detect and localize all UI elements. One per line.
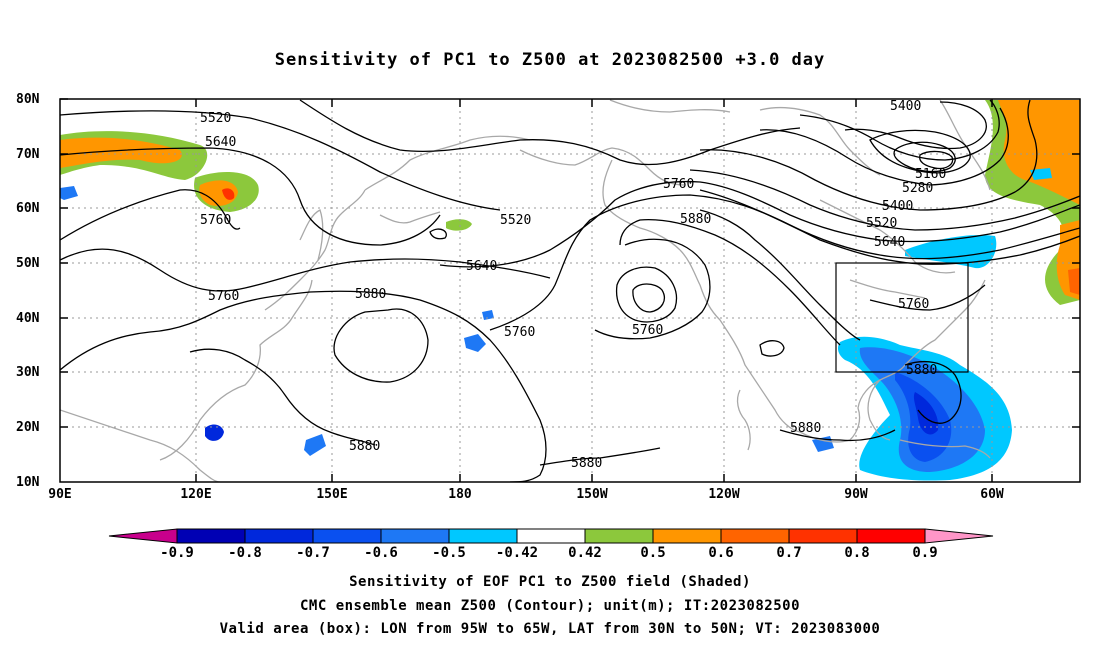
colorbar-cell <box>788 528 858 544</box>
colorbar-label: -0.42 <box>495 545 539 561</box>
lat-label: 80N <box>16 92 40 107</box>
shade-ne-cyan-patch <box>1030 168 1052 180</box>
lat-label: 10N <box>16 475 40 490</box>
shade-atlantic-blue-deep <box>913 392 939 435</box>
lat-label: 20N <box>16 420 40 435</box>
contour-label: 5520 <box>500 213 531 228</box>
contour-label: 5400 <box>882 199 913 214</box>
colorbar-label: 0.42 <box>568 545 602 561</box>
colorbar-label: 0.7 <box>776 545 802 561</box>
tick-marks <box>60 98 1080 482</box>
colorbar-cell <box>312 528 382 544</box>
sensitivity-shading <box>60 100 1080 481</box>
contour-label: 5520 <box>200 111 231 126</box>
colorbar-label: 0.9 <box>912 545 938 561</box>
contour-label: 5880 <box>906 363 937 378</box>
contour-label: 5880 <box>790 421 821 436</box>
contour-label: 5400 <box>890 99 921 114</box>
shade-pacific-cyan2 <box>482 310 494 320</box>
colorbar-label: -0.7 <box>296 545 330 561</box>
valid-area-box <box>835 262 969 373</box>
colorbar-cells <box>108 528 994 544</box>
lon-label: 60W <box>980 487 1004 502</box>
colorbar-cell <box>584 528 654 544</box>
colorbar-arrow-low <box>108 528 178 544</box>
colorbar-label: 0.8 <box>844 545 870 561</box>
contour-label: 5640 <box>205 135 236 150</box>
shade-orange-nw-core <box>60 137 182 168</box>
colorbar-cell <box>380 528 450 544</box>
contour-label: 5760 <box>663 177 694 192</box>
lon-label: 180 <box>448 487 472 502</box>
colorbar-label: 0.6 <box>708 545 734 561</box>
lon-label: 150W <box>576 487 608 502</box>
shade-taiwan <box>205 424 224 441</box>
plot-title: Sensitivity of PC1 to Z500 at 2023082500… <box>274 50 826 70</box>
colorbar-label: -0.5 <box>432 545 466 561</box>
lon-label: 150E <box>316 487 348 502</box>
z500-contours <box>60 99 1080 482</box>
shade-ne-orange <box>998 100 1080 205</box>
contour-label: 5760 <box>504 325 535 340</box>
colorbar-cell <box>652 528 722 544</box>
colorbar-cell <box>176 528 246 544</box>
caption-line-3: Valid area (box): LON from 95W to 65W, L… <box>219 621 881 637</box>
coastlines <box>60 99 991 482</box>
shade-bering-green <box>446 219 472 231</box>
caption-line-1: Sensitivity of EOF PC1 to Z500 field (Sh… <box>349 574 751 590</box>
contour-label: 5640 <box>466 259 497 274</box>
gridlines <box>60 99 1080 482</box>
lon-label: 120W <box>708 487 740 502</box>
lat-label: 40N <box>16 311 40 326</box>
colorbar-cell <box>856 528 926 544</box>
colorbar-label: 0.5 <box>640 545 666 561</box>
contour-labels: 5520 5640 5760 5760 5880 5520 5640 5760 … <box>200 99 946 471</box>
lon-label: 120E <box>180 487 212 502</box>
lat-label: 30N <box>16 365 40 380</box>
colorbar-label: -0.8 <box>228 545 262 561</box>
contour-label: 5760 <box>208 289 239 304</box>
colorbar-label: -0.6 <box>364 545 398 561</box>
colorbar-label: -0.9 <box>160 545 194 561</box>
contour-label: 5640 <box>874 235 905 250</box>
colorbar-cell <box>720 528 790 544</box>
lon-label: 90W <box>844 487 868 502</box>
colorbar-cell <box>448 528 518 544</box>
shade-ne-red <box>1068 268 1080 295</box>
contour-label: 5880 <box>349 439 380 454</box>
contour-label: 5880 <box>355 287 386 302</box>
colorbar-arrow-high <box>924 528 994 544</box>
shade-scs-cyan <box>304 434 326 456</box>
contour-label: 5520 <box>866 216 897 231</box>
lat-label: 50N <box>16 256 40 271</box>
plot-frame <box>59 98 1081 483</box>
shade-korea-red <box>222 188 235 200</box>
shade-pacific-cyan <box>464 334 486 352</box>
lon-label: 90E <box>48 487 72 502</box>
contour-label: 5160 <box>915 167 946 182</box>
shade-canada-cyan <box>905 234 997 269</box>
colorbar-cell <box>516 528 586 544</box>
contour-label: 5760 <box>898 297 929 312</box>
contour-label: 5880 <box>680 212 711 227</box>
shade-blue-nw <box>60 186 78 200</box>
lat-label: 70N <box>16 147 40 162</box>
contour-label: 5760 <box>632 323 663 338</box>
contour-label: 5760 <box>200 213 231 228</box>
lat-label: 60N <box>16 201 40 216</box>
colorbar-cell <box>244 528 314 544</box>
contour-label: 5280 <box>902 181 933 196</box>
caption-line-2: CMC ensemble mean Z500 (Contour); unit(m… <box>299 598 800 614</box>
contour-label: 5880 <box>571 456 602 471</box>
